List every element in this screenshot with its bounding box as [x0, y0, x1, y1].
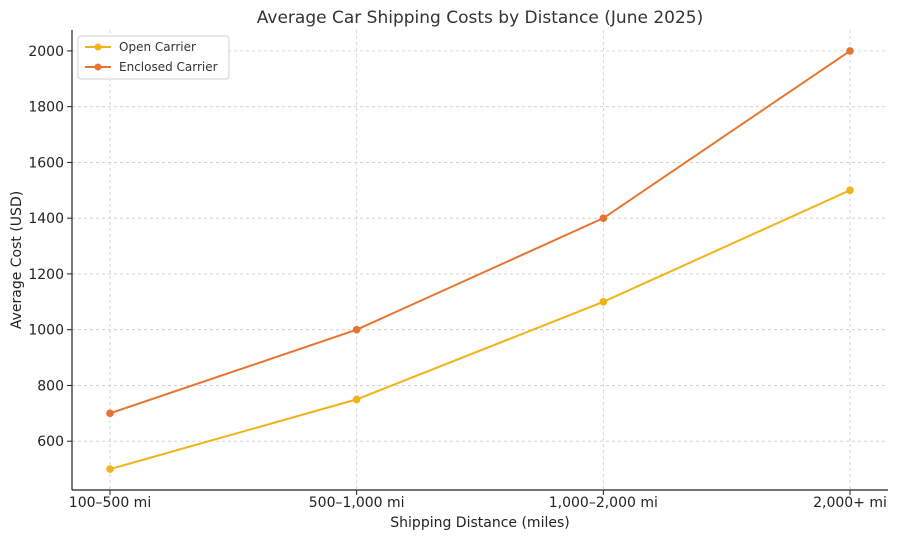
data-point	[106, 465, 114, 473]
x-tick-label: 500–1,000 mi	[309, 495, 405, 511]
legend-box	[77, 35, 230, 80]
data-point	[599, 298, 608, 306]
chart-title: Average Car Shipping Costs by Distance (…	[257, 8, 703, 28]
y-tick-label: 1000	[28, 323, 64, 339]
series-line-0	[109, 189, 851, 471]
data-point	[846, 186, 854, 195]
series	[106, 47, 854, 473]
series-line-1	[109, 50, 851, 415]
y-axis-label: Average Cost (USD)	[9, 191, 25, 329]
x-tick-label: 1,000–2,000 mi	[549, 495, 658, 511]
y-tick-label: 1600	[28, 155, 64, 171]
grid	[72, 30, 888, 490]
x-tick-label: 2,000+ mi	[813, 495, 887, 511]
axes	[71, 30, 888, 491]
y-tick-label: 1200	[28, 267, 64, 283]
legend-label: Enclosed Carrier	[119, 60, 218, 74]
data-point	[599, 214, 608, 222]
y-tick-label: 1800	[28, 100, 64, 116]
data-point	[352, 325, 361, 334]
y-tick-label: 1400	[28, 211, 64, 227]
y-tick-label: 600	[37, 434, 64, 450]
y-tick-label: 800	[37, 378, 64, 394]
legend: Open Carrier Enclosed Carrier	[77, 35, 230, 80]
legend-label: Open Carrier	[119, 40, 196, 54]
legend-marker	[94, 63, 102, 71]
ticks: 100–500 mi 500–1,000 mi 1,000–2,000 mi 2,00…	[28, 44, 887, 511]
y-tick-label: 2000	[28, 44, 64, 60]
data-point	[106, 409, 114, 418]
x-axis-label: Shipping Distance (miles)	[390, 515, 569, 531]
legend-marker	[94, 43, 102, 51]
data-point	[352, 395, 361, 404]
data-point	[846, 47, 854, 55]
x-tick-label: 100–500 mi	[69, 495, 151, 511]
